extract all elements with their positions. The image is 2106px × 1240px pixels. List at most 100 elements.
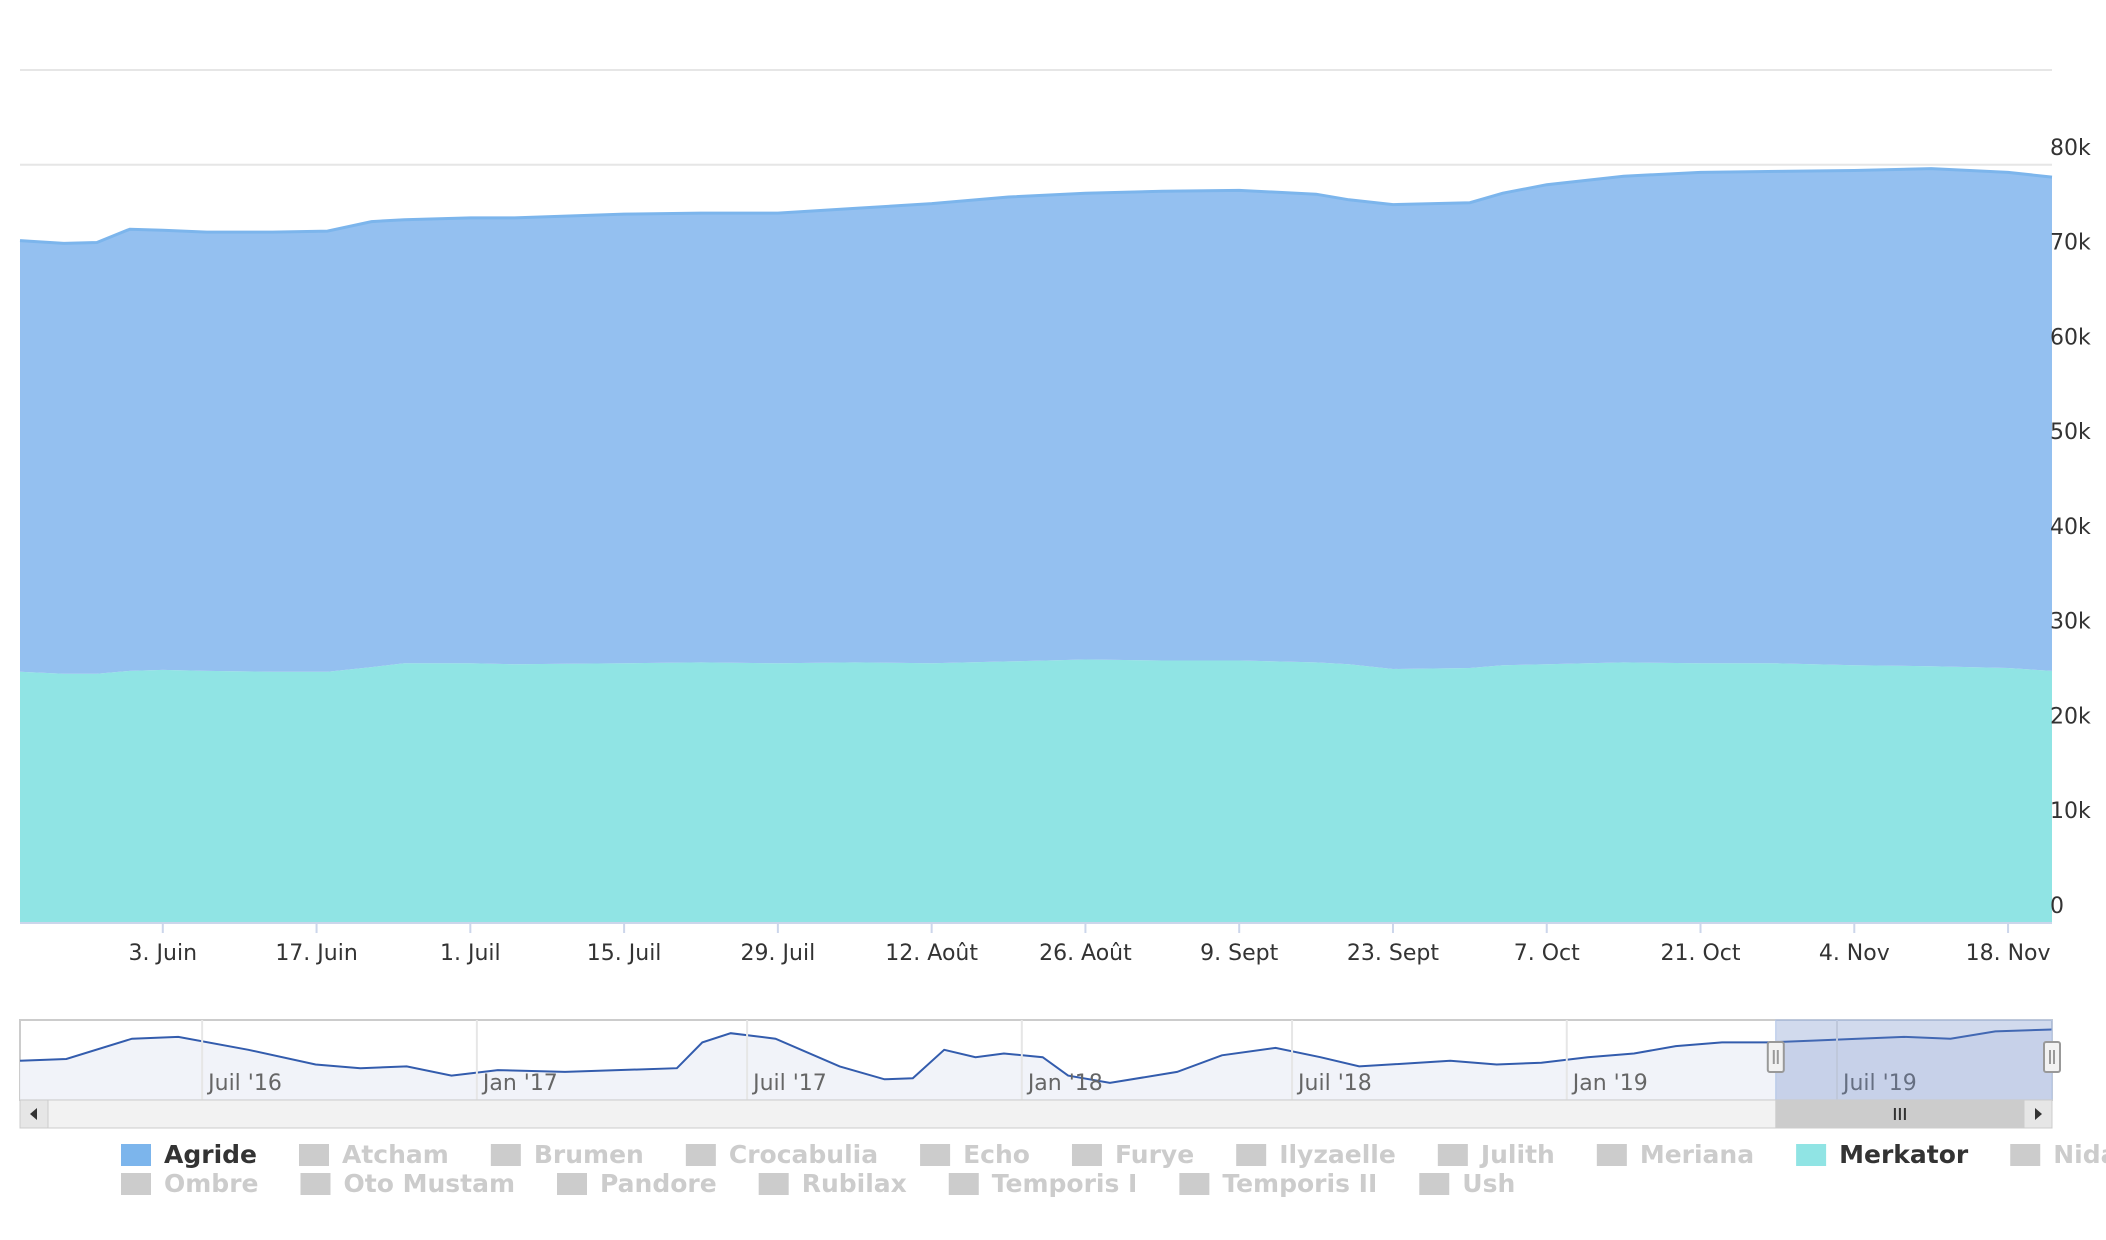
y-tick-label: 60k bbox=[2050, 325, 2091, 350]
navigator-tick-label: Jan '18 bbox=[1026, 1071, 1103, 1096]
legend-label: Oto Mustam bbox=[343, 1169, 515, 1198]
legend-label: Temporis II bbox=[1222, 1169, 1377, 1198]
legend-item-ilyzaelle[interactable]: Ilyzaelle bbox=[1236, 1140, 1396, 1169]
legend-item-agride[interactable]: Agride bbox=[121, 1140, 257, 1169]
navigator-tick-label: Juil '17 bbox=[751, 1071, 827, 1096]
legend-item-rubilax[interactable]: Rubilax bbox=[758, 1169, 907, 1198]
y-tick-label: 50k bbox=[2050, 420, 2091, 445]
legend-swatch bbox=[121, 1144, 151, 1166]
navigator-tick-label: Juil '19 bbox=[1841, 1071, 1917, 1096]
navigator-line bbox=[19, 1028, 2053, 1084]
navigator-handle-right[interactable] bbox=[2043, 1041, 2061, 1073]
legend-swatch bbox=[1596, 1144, 1627, 1166]
y-tick-label: 30k bbox=[2050, 610, 2091, 635]
legend-label: Ombre bbox=[164, 1169, 258, 1198]
navigator-tick-label: Juil '16 bbox=[206, 1071, 282, 1096]
legend-label: Atcham bbox=[342, 1140, 449, 1169]
x-tick-label: 23. Sept bbox=[1347, 941, 1439, 966]
legend-label: Crocabulia bbox=[729, 1140, 878, 1169]
scroll-left-button[interactable] bbox=[19, 1099, 49, 1129]
legend-label: Echo bbox=[963, 1140, 1030, 1169]
legend-label: Nidas bbox=[2053, 1140, 2106, 1169]
x-tick-label: 21. Oct bbox=[1661, 941, 1741, 966]
x-tick-label: 9. Sept bbox=[1200, 941, 1278, 966]
scrollbar-track[interactable] bbox=[19, 1099, 2053, 1129]
x-tick-label: 26. Août bbox=[1039, 941, 1132, 966]
y-tick-label: 40k bbox=[2050, 515, 2091, 540]
y-tick-label: 0 bbox=[2050, 894, 2064, 919]
navigator-selection[interactable] bbox=[1775, 1019, 2053, 1101]
legend-swatch bbox=[685, 1144, 716, 1166]
legend-item-echo[interactable]: Echo bbox=[920, 1140, 1030, 1169]
legend-label: Ush bbox=[1462, 1169, 1515, 1198]
navigator[interactable]: Juil '16 Jan '17 Juil '17 Jan '18 Juil '18 Ja… bbox=[19, 1019, 2061, 1101]
legend-swatch bbox=[1419, 1173, 1450, 1195]
legend-swatch bbox=[758, 1173, 789, 1195]
scrollbar-thumb[interactable] bbox=[1775, 1099, 2025, 1129]
y-tick-label: 80k bbox=[2050, 136, 2091, 161]
navigator-tick-label: Jan '19 bbox=[1571, 1071, 1648, 1096]
legend-label: Brumen bbox=[534, 1140, 644, 1169]
legend-item-ush[interactable]: Ush bbox=[1419, 1169, 1515, 1198]
y-tick-label: 20k bbox=[2050, 704, 2091, 729]
scrollbar[interactable] bbox=[19, 1099, 2053, 1129]
legend-label: Meriana bbox=[1640, 1140, 1754, 1169]
legend-item-pandore[interactable]: Pandore bbox=[557, 1169, 717, 1198]
navigator-handle-left[interactable] bbox=[1766, 1041, 1785, 1073]
legend-swatch bbox=[2010, 1144, 2041, 1166]
legend-item-furye[interactable]: Furye bbox=[1071, 1140, 1194, 1169]
legend-item-brumen[interactable]: Brumen bbox=[490, 1140, 644, 1169]
legend-label: Pandore bbox=[600, 1169, 717, 1198]
x-axis: 3. Juin 17. Juin 1. Juil 15. Juil 29. Juil 12… bbox=[20, 922, 2052, 966]
series-area-merkator bbox=[20, 659, 2052, 923]
legend-swatch bbox=[1796, 1144, 1827, 1166]
legend-label: Agride bbox=[164, 1140, 257, 1169]
x-tick-label: 29. Juil bbox=[741, 941, 816, 966]
chevron-left-icon bbox=[30, 1108, 37, 1120]
handle-body[interactable] bbox=[2043, 1041, 2061, 1073]
navigator-tick-label: Jan '17 bbox=[481, 1071, 558, 1096]
legend-label: Merkator bbox=[1839, 1140, 1969, 1169]
legend-swatch bbox=[300, 1173, 331, 1195]
chevron-right-icon bbox=[2035, 1108, 2042, 1120]
legend-item-oto-mustam[interactable]: Oto Mustam bbox=[300, 1169, 515, 1198]
series-area-agride bbox=[20, 168, 2052, 674]
x-tick-label: 17. Juin bbox=[275, 941, 357, 966]
legend-swatch bbox=[557, 1173, 587, 1195]
legend-label: Julith bbox=[1479, 1140, 1555, 1169]
legend-swatch bbox=[1236, 1144, 1267, 1166]
x-tick-label: 7. Oct bbox=[1514, 941, 1580, 966]
legend-item-crocabulia[interactable]: Crocabulia bbox=[685, 1140, 878, 1169]
legend-item-temporis-ii[interactable]: Temporis II bbox=[1179, 1169, 1377, 1198]
x-tick-label: 4. Nov bbox=[1819, 941, 1890, 966]
legend-item-atcham[interactable]: Atcham bbox=[299, 1140, 449, 1169]
legend-swatch bbox=[490, 1144, 521, 1166]
x-tick-label: 15. Juil bbox=[587, 941, 662, 966]
legend-label: Rubilax bbox=[802, 1169, 907, 1198]
navigator-area bbox=[20, 1029, 2052, 1100]
legend-item-meriana[interactable]: Meriana bbox=[1596, 1140, 1754, 1169]
legend-swatch bbox=[1071, 1144, 1102, 1166]
legend-item-julith[interactable]: Julith bbox=[1437, 1140, 1555, 1169]
legend-swatch bbox=[121, 1173, 151, 1195]
y-tick-label: 10k bbox=[2050, 799, 2091, 824]
legend-item-nidas[interactable]: Nidas bbox=[2010, 1140, 2106, 1169]
y-axis: 0 10k 20k 30k 40k 50k 60k 70k 80k bbox=[2050, 136, 2091, 919]
handle-body[interactable] bbox=[1766, 1041, 1785, 1073]
x-tick-label: 12. Août bbox=[885, 941, 978, 966]
y-tick-label: 70k bbox=[2050, 231, 2091, 256]
legend-item-ombre[interactable]: Ombre bbox=[121, 1169, 258, 1198]
x-tick-label: 3. Juin bbox=[129, 941, 197, 966]
series-line-agride bbox=[19, 167, 2053, 245]
scroll-right-button[interactable] bbox=[2023, 1099, 2053, 1129]
legend-label: Ilyzaelle bbox=[1279, 1140, 1396, 1169]
legend-item-temporis-i[interactable]: Temporis I bbox=[948, 1169, 1138, 1198]
legend-item-merkator[interactable]: Merkator bbox=[1796, 1140, 1969, 1169]
legend-swatch bbox=[1437, 1144, 1468, 1166]
legend-swatch bbox=[1179, 1173, 1210, 1195]
plot-area bbox=[19, 167, 2053, 923]
x-tick-label: 1. Juil bbox=[440, 941, 501, 966]
legend-swatch bbox=[299, 1144, 329, 1166]
legend: Agride Atcham Brumen Crocabulia Echo Furye Ily… bbox=[121, 1140, 2106, 1198]
